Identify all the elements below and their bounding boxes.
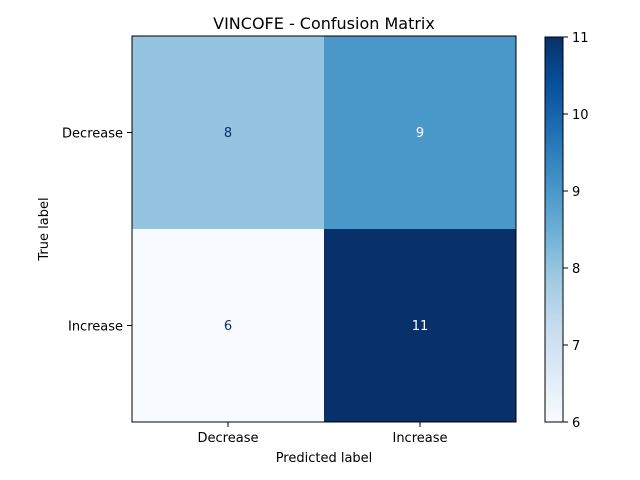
- matrix-cell: [132, 36, 324, 229]
- colorbar-tick-label: 11: [572, 31, 589, 46]
- y-axis-label: True label: [37, 197, 52, 261]
- colorbar-tick-label: 8: [572, 262, 580, 277]
- matrix-cell: [324, 36, 516, 229]
- chart-title: VINCOFE - Confusion Matrix: [213, 14, 435, 33]
- colorbar-tick-label: 7: [572, 339, 580, 354]
- y-tick-label: Increase: [68, 320, 123, 335]
- y-tick-label: Decrease: [62, 127, 123, 142]
- plot-frame: [131, 35, 517, 423]
- x-tick-label: Decrease: [198, 431, 259, 446]
- matrix-cell: [324, 229, 516, 422]
- x-axis-label: Predicted label: [276, 451, 373, 466]
- cell-value-label: 9: [416, 126, 424, 141]
- cell-value-label: 8: [224, 126, 232, 141]
- matrix-cell: [132, 229, 324, 422]
- colorbar-tick-label: 9: [572, 185, 580, 200]
- cell-value-label: 11: [412, 319, 429, 334]
- x-tick-label: Increase: [392, 431, 447, 446]
- cell-value-label: 6: [224, 319, 232, 334]
- colorbar-tick-label: 10: [572, 108, 589, 123]
- colorbar-tick-label: 6: [572, 416, 580, 431]
- colorbar: [544, 36, 564, 423]
